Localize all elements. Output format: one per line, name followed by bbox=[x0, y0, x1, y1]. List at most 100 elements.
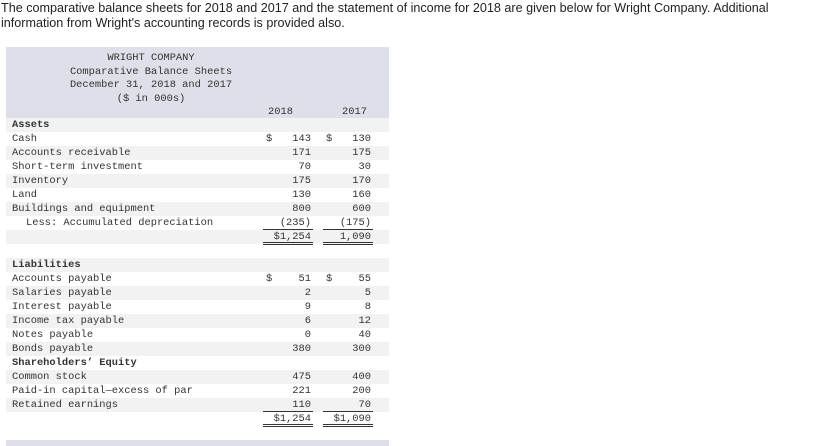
amount: 51 bbox=[298, 273, 311, 285]
amount: 171 bbox=[292, 147, 311, 159]
row-label: Less: Accumulated depreciation bbox=[26, 217, 214, 229]
units-note: ($ in 000s) bbox=[116, 92, 186, 105]
company-name: WRIGHT COMPANY bbox=[107, 52, 195, 64]
amount: $1,090 bbox=[333, 413, 371, 425]
row-label: Liabilities bbox=[12, 259, 81, 271]
amount: 30 bbox=[358, 161, 371, 173]
row-label: Common stock bbox=[12, 371, 87, 383]
amount: 170 bbox=[352, 175, 371, 187]
amount: 130 bbox=[292, 189, 311, 201]
table-row: Land 130 160 bbox=[6, 188, 389, 202]
table-row: Accounts payable $51 $55 bbox=[6, 272, 389, 286]
amount: 175 bbox=[352, 147, 371, 159]
table-row: Short-term investment 70 30 bbox=[6, 160, 389, 174]
amount: 12 bbox=[358, 315, 371, 327]
row-label: Paid-in capital—excess of par bbox=[12, 385, 193, 397]
total-row bbox=[6, 244, 389, 258]
row-label: Income tax payable bbox=[12, 315, 125, 327]
amount: 200 bbox=[352, 385, 371, 397]
total-row: $1,254 $1,090 bbox=[6, 412, 389, 427]
value-2017: (175) bbox=[323, 216, 373, 230]
table-row: Buildings and equipment 800 600 bbox=[6, 202, 389, 216]
amount: 475 bbox=[292, 371, 311, 383]
year-2017-header: 2017 bbox=[342, 106, 367, 118]
table-row: Paid-in capital—excess of par 221 200 bbox=[6, 384, 389, 398]
value-2018: $1,254 bbox=[263, 412, 313, 427]
row-label: Interest payable bbox=[12, 301, 112, 313]
row-label: Cash bbox=[12, 133, 37, 145]
amount: 5 bbox=[364, 287, 371, 299]
dollar-sign: $ bbox=[326, 273, 333, 285]
table-footer-bar bbox=[6, 440, 389, 446]
amount: 8 bbox=[364, 301, 371, 313]
table-body: Assets Cash $143 $130 Accounts receivable 171… bbox=[6, 118, 389, 427]
row-label: Land bbox=[12, 189, 37, 201]
table-row: Retained earnings 110 70 bbox=[6, 398, 389, 412]
value-2017: 70 bbox=[323, 398, 373, 412]
section-heading-row: Shareholders’ Equity bbox=[6, 356, 389, 370]
amount: 143 bbox=[292, 133, 311, 145]
table-row: Salaries payable 2 5 bbox=[6, 286, 389, 300]
table-row: Income tax payable 6 12 bbox=[6, 314, 389, 328]
amount: 40 bbox=[358, 329, 371, 341]
amount: 221 bbox=[292, 385, 311, 397]
amount: 110 bbox=[292, 399, 311, 411]
amount: 55 bbox=[358, 273, 371, 285]
amount: (235) bbox=[279, 217, 311, 229]
dollar-sign: $ bbox=[326, 133, 333, 145]
row-label: Retained earnings bbox=[12, 399, 119, 411]
year-2018-header: 2018 bbox=[268, 106, 293, 118]
section-heading-row: Assets bbox=[6, 118, 389, 132]
amount: 800 bbox=[292, 203, 311, 215]
row-label: Assets bbox=[12, 119, 50, 131]
row-label: Notes payable bbox=[12, 329, 94, 341]
table-row: Accounts receivable 171 175 bbox=[6, 146, 389, 160]
amount: 130 bbox=[352, 133, 371, 145]
amount: 175 bbox=[292, 175, 311, 187]
dollar-sign: $ bbox=[266, 133, 273, 145]
amount: 300 bbox=[352, 343, 371, 355]
table-header: WRIGHT COMPANY Comparative Balance Sheet… bbox=[6, 47, 389, 118]
row-label: Short-term investment bbox=[12, 161, 143, 173]
value-2018: (235) bbox=[263, 216, 313, 230]
row-label: Shareholders’ Equity bbox=[12, 357, 137, 369]
row-label: Salaries payable bbox=[12, 287, 112, 299]
row-label: Bonds payable bbox=[12, 343, 94, 355]
table-row: Cash $143 $130 bbox=[6, 132, 389, 146]
dollar-sign: $ bbox=[266, 273, 273, 285]
table-row: Inventory 175 170 bbox=[6, 174, 389, 188]
amount: 2 bbox=[304, 287, 311, 299]
row-label: Accounts receivable bbox=[12, 147, 131, 159]
amount: 0 bbox=[304, 329, 311, 341]
amount: 380 bbox=[292, 343, 311, 355]
value-2017: 1,090 bbox=[323, 230, 373, 245]
total-row: $1,254 1,090 bbox=[6, 230, 389, 245]
value-2018: 110 bbox=[263, 398, 313, 412]
amount: 1,090 bbox=[339, 231, 371, 243]
amount: 70 bbox=[358, 399, 371, 411]
amount: (175) bbox=[339, 217, 371, 229]
amount: 6 bbox=[304, 315, 311, 327]
amount: $1,254 bbox=[273, 413, 311, 425]
intro-text: The comparative balance sheets for 2018 … bbox=[1, 1, 769, 30]
table-row: Notes payable 0 40 bbox=[6, 328, 389, 342]
amount: 400 bbox=[352, 371, 371, 383]
amount: 70 bbox=[298, 161, 311, 173]
table-row: Interest payable 9 8 bbox=[6, 300, 389, 314]
row-label: Buildings and equipment bbox=[12, 203, 156, 215]
amount: $1,254 bbox=[273, 231, 311, 243]
row-label: Inventory bbox=[12, 175, 69, 187]
amount: 600 bbox=[352, 203, 371, 215]
statement-date: December 31, 2018 and 2017 bbox=[69, 79, 233, 91]
table-row: Bonds payable 380 300 bbox=[6, 342, 389, 356]
value-2017: $1,090 bbox=[323, 412, 373, 427]
table-row: Common stock 475 400 bbox=[6, 370, 389, 384]
table-row: Less: Accumulated depreciation (235) (175) bbox=[6, 216, 389, 230]
amount: 9 bbox=[304, 301, 311, 313]
section-heading-row: Liabilities bbox=[6, 258, 389, 272]
statement-title: Comparative Balance Sheets bbox=[69, 65, 233, 78]
balance-sheet-table: WRIGHT COMPANY Comparative Balance Sheet… bbox=[6, 47, 389, 446]
row-label: Accounts payable bbox=[12, 273, 112, 285]
amount: 160 bbox=[352, 189, 371, 201]
value-2018: $1,254 bbox=[263, 230, 313, 245]
